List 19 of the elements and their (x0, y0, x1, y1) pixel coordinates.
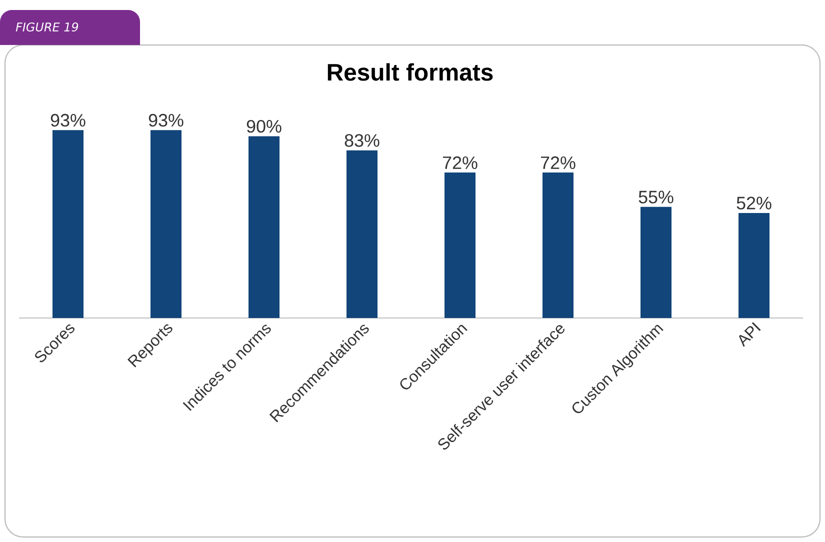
data-label: 72% (442, 156, 478, 170)
chart-title: Result formats (328, 63, 493, 81)
data-label: 93% (50, 114, 86, 127)
data-label: 90% (246, 120, 282, 133)
bar (52, 130, 84, 318)
bar (346, 150, 378, 318)
bar (640, 206, 672, 318)
bar (248, 136, 280, 318)
caption: FIGURE 19 (16, 22, 78, 32)
data-label: 83% (344, 134, 380, 147)
data-label: 52% (736, 196, 772, 210)
bar (150, 130, 182, 318)
bar (444, 172, 476, 318)
data-label: 72% (540, 156, 576, 170)
data-label: 93% (148, 114, 184, 127)
bar (738, 212, 770, 318)
data-label: 55% (638, 190, 674, 204)
x-tick-label: API (739, 322, 761, 347)
bar (542, 172, 574, 318)
